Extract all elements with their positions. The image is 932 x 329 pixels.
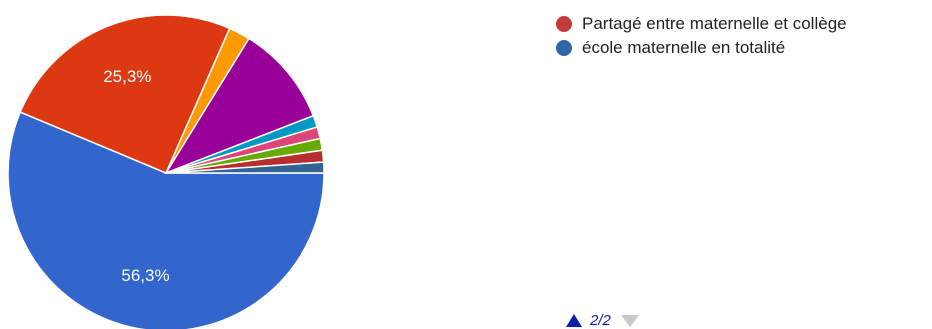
page-up-arrow-icon[interactable] <box>566 314 582 327</box>
legend-pager: 2/2 <box>566 312 639 329</box>
pie-chart: 56,3% 25,3% <box>7 14 325 329</box>
legend-label-ecole: école maternelle en totalité <box>582 38 786 57</box>
pie-slices <box>7 14 325 329</box>
legend-label-partage: Partagé entre maternelle et collège <box>582 14 847 33</box>
legend-swatch-partage <box>556 16 572 32</box>
pie-slice-1[interactable] <box>19 14 231 174</box>
pie-slice-label-1: 25,3% <box>103 67 151 86</box>
legend-item-ecole[interactable]: école maternelle en totalité <box>556 38 847 58</box>
pie-labels: 56,3% 25,3% <box>103 67 169 285</box>
pie-slice-0[interactable] <box>7 111 325 329</box>
legend-item-partage[interactable]: Partagé entre maternelle et collège <box>556 14 847 34</box>
pie-slice-label-0: 56,3% <box>121 266 169 285</box>
legend-swatch-ecole <box>556 40 572 56</box>
legend: Partagé entre maternelle et collège écol… <box>556 14 847 62</box>
pie-slice-8[interactable] <box>165 161 325 174</box>
pie-slice-3[interactable] <box>164 37 315 175</box>
page-down-arrow-icon <box>620 314 639 327</box>
page-indicator: 2/2 <box>590 312 611 329</box>
